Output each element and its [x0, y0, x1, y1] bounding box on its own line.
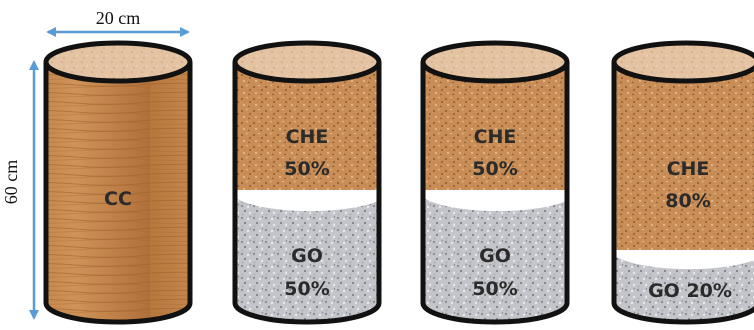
go-label: GO [479, 245, 511, 267]
column-top [43, 40, 193, 84]
wood-body [46, 43, 190, 322]
column-top [611, 40, 754, 84]
column-che50-go50-b: CHE 50% GO 50% [420, 40, 570, 325]
width-dimension: 20 cm [46, 8, 190, 37]
che-percent: 50% [472, 158, 517, 180]
go-layer [235, 190, 379, 322]
go-percent: 50% [472, 278, 517, 300]
height-label: 60 cm [1, 160, 21, 205]
column-label-cc: CC [104, 188, 132, 210]
go-label: GO [291, 245, 323, 267]
go-label: GO 20% [648, 280, 732, 302]
che-percent: 80% [665, 190, 710, 212]
go-layer [423, 190, 567, 322]
column-che80-go20: CHE 80% GO 20% [611, 40, 754, 325]
che-label: CHE [667, 158, 710, 180]
column-che50-go50-a: CHE 50% GO 50% [232, 40, 382, 325]
column-top [420, 40, 570, 84]
che-label: CHE [286, 126, 329, 148]
che-percent: 50% [284, 158, 329, 180]
go-layer [614, 248, 754, 322]
go-percent: 50% [284, 278, 329, 300]
che-label: CHE [474, 126, 517, 148]
height-dimension: 60 cm [1, 60, 39, 320]
width-label: 20 cm [96, 8, 141, 28]
column-top [232, 40, 382, 84]
column-cc: CC [43, 40, 193, 325]
